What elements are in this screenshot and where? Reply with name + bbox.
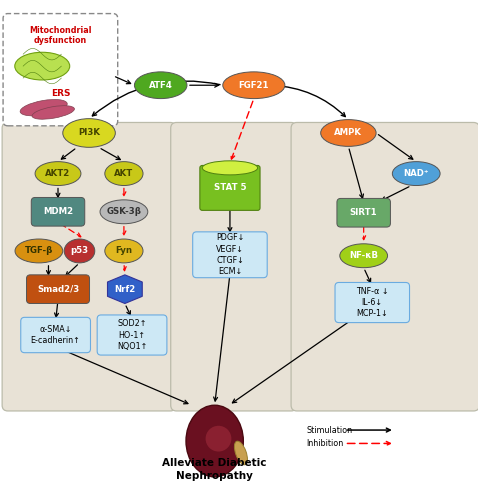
Text: AKT: AKT: [114, 169, 134, 178]
Text: p53: p53: [70, 246, 89, 256]
Text: FGF21: FGF21: [239, 80, 269, 90]
FancyBboxPatch shape: [26, 275, 90, 304]
Ellipse shape: [340, 244, 388, 268]
FancyBboxPatch shape: [21, 318, 91, 352]
FancyBboxPatch shape: [97, 315, 167, 355]
FancyBboxPatch shape: [193, 232, 267, 278]
Ellipse shape: [135, 72, 187, 99]
Text: NF-κB: NF-κB: [349, 251, 378, 260]
Ellipse shape: [100, 200, 148, 224]
Text: Inhibition: Inhibition: [307, 439, 343, 448]
Text: ERS: ERS: [51, 89, 70, 98]
Ellipse shape: [205, 426, 231, 452]
FancyBboxPatch shape: [337, 198, 390, 227]
FancyBboxPatch shape: [335, 282, 410, 323]
Ellipse shape: [186, 405, 243, 477]
Ellipse shape: [15, 239, 63, 263]
Ellipse shape: [20, 100, 67, 116]
Text: ATF4: ATF4: [149, 80, 172, 90]
Text: AKT2: AKT2: [46, 169, 70, 178]
Ellipse shape: [105, 162, 143, 186]
FancyBboxPatch shape: [200, 166, 260, 210]
Text: Stimulation: Stimulation: [307, 426, 353, 434]
Text: GSK-3β: GSK-3β: [106, 208, 141, 216]
FancyBboxPatch shape: [3, 14, 118, 126]
FancyBboxPatch shape: [31, 198, 85, 226]
Text: MDM2: MDM2: [43, 208, 73, 216]
FancyBboxPatch shape: [2, 122, 176, 411]
Text: Alleviate Diabetic
Nephropathy: Alleviate Diabetic Nephropathy: [162, 458, 267, 481]
Ellipse shape: [15, 52, 70, 80]
FancyBboxPatch shape: [171, 122, 297, 411]
Polygon shape: [107, 275, 142, 304]
Ellipse shape: [392, 162, 440, 186]
Ellipse shape: [321, 120, 376, 146]
Text: α-SMA↓
E-cadherin↑: α-SMA↓ E-cadherin↑: [31, 325, 80, 345]
FancyBboxPatch shape: [291, 122, 479, 411]
Text: NAD⁺: NAD⁺: [403, 169, 429, 178]
Ellipse shape: [35, 162, 81, 186]
Ellipse shape: [202, 161, 258, 175]
Text: Nrf2: Nrf2: [114, 284, 136, 294]
Ellipse shape: [223, 72, 285, 99]
Ellipse shape: [63, 118, 115, 148]
Ellipse shape: [64, 239, 95, 263]
Text: TNF-α ↓
IL-6↓
MCP-1↓: TNF-α ↓ IL-6↓ MCP-1↓: [356, 286, 388, 318]
Ellipse shape: [32, 106, 74, 119]
Ellipse shape: [105, 239, 143, 263]
Text: Smad2/3: Smad2/3: [37, 284, 79, 294]
Text: Fyn: Fyn: [115, 246, 132, 256]
Text: STAT 5: STAT 5: [214, 184, 246, 192]
Text: Mitochondrial
dysfunction: Mitochondrial dysfunction: [29, 26, 91, 46]
Text: TGF-β: TGF-β: [25, 246, 53, 256]
Text: SIRT1: SIRT1: [350, 208, 377, 217]
Text: PI3K: PI3K: [78, 128, 100, 138]
Text: AMPK: AMPK: [334, 128, 363, 138]
Ellipse shape: [234, 441, 248, 465]
Text: PDGF↓
VEGF↓
CTGF↓
ECM↓: PDGF↓ VEGF↓ CTGF↓ ECM↓: [216, 233, 244, 276]
Text: SOD2↑
HO-1↑
NQO1↑: SOD2↑ HO-1↑ NQO1↑: [117, 319, 147, 351]
